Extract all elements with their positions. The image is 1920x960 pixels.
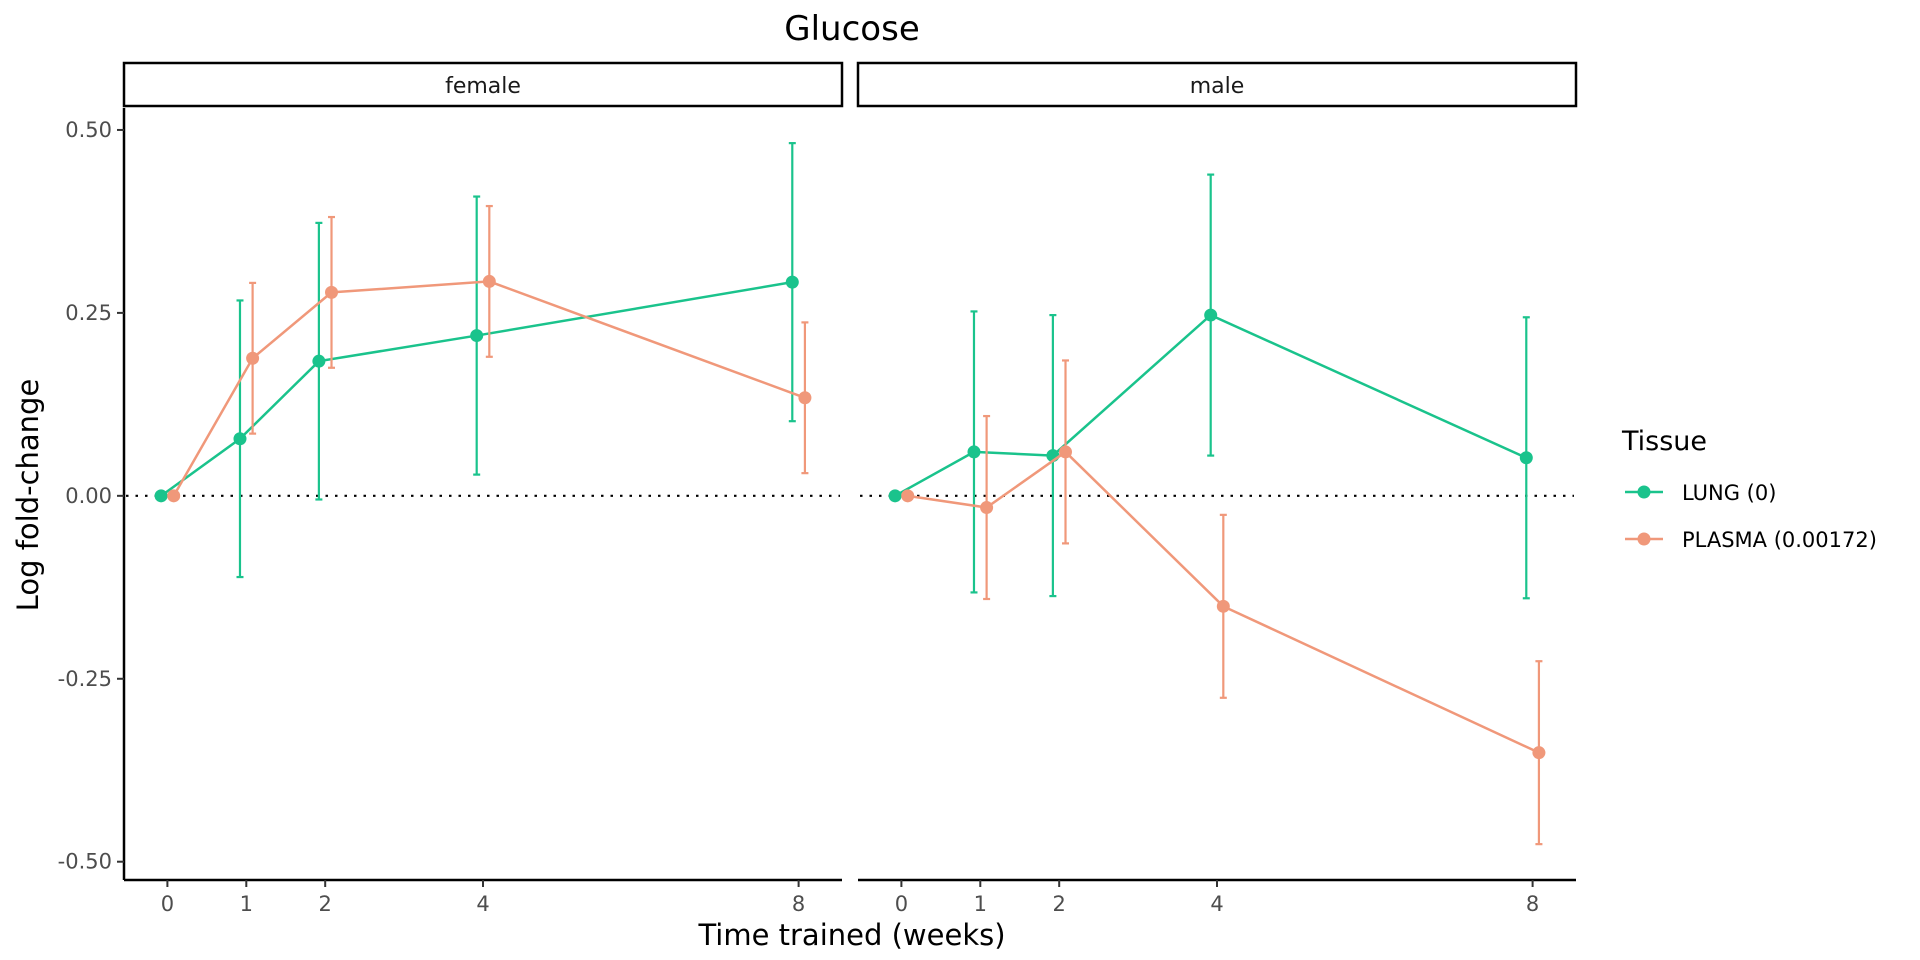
- series-lung: [154, 142, 799, 579]
- x-tick-label: 1: [240, 892, 253, 916]
- data-point: [967, 445, 981, 459]
- facet-strip: [856, 61, 1578, 108]
- legend-entry-label: PLASMA (0.00172): [1682, 528, 1877, 552]
- legend-entry-label: LUNG (0): [1682, 481, 1776, 505]
- x-tick-label: 8: [1526, 892, 1539, 916]
- legend-key-point: [1637, 532, 1651, 546]
- series-lung: [888, 173, 1533, 600]
- y-tick-label: -0.25: [58, 667, 112, 691]
- data-point: [167, 489, 181, 503]
- data-point: [798, 391, 812, 405]
- facet-strip-label: male: [1190, 74, 1245, 99]
- facet-strip-label: female: [445, 74, 521, 99]
- data-point: [1204, 308, 1218, 322]
- data-point: [1059, 445, 1073, 459]
- legend-title: Tissue: [1621, 426, 1707, 457]
- data-point: [980, 501, 994, 515]
- x-tick-label: 4: [1210, 892, 1223, 916]
- series-plasma: [167, 204, 812, 503]
- y-axis-title: Log fold-change: [11, 379, 45, 612]
- data-point: [325, 285, 339, 299]
- x-tick-label: 4: [476, 892, 489, 916]
- legend: Tissue LUNG (0) PLASMA (0.00172): [1621, 426, 1877, 552]
- x-tick-label: 0: [161, 892, 174, 916]
- y-tick-label: -0.50: [58, 850, 112, 874]
- x-tick-label: 0: [895, 892, 908, 916]
- y-tick-label: 0.50: [65, 118, 112, 142]
- x-axis-title: Time trained (weeks): [697, 918, 1005, 952]
- data-point: [470, 329, 484, 343]
- data-point: [233, 432, 247, 446]
- x-tick-label: 1: [974, 892, 987, 916]
- legend-entry-lung: LUNG (0): [1625, 481, 1776, 505]
- data-point: [154, 489, 168, 503]
- facet-panels: female 0.50 0.25 0.00 -0.25 -0.50 0 1 2 4 8 male 0 1 2…: [58, 61, 1578, 916]
- legend-entry-plasma: PLASMA (0.00172): [1625, 528, 1877, 552]
- facet-panel-female: female 0.50 0.25 0.00 -0.25 -0.50 0 1 2 4 8: [58, 61, 844, 916]
- data-point: [1216, 599, 1230, 613]
- chart-title: Glucose: [784, 9, 919, 49]
- legend-key-point: [1637, 485, 1651, 499]
- data-point: [1519, 451, 1533, 465]
- data-point: [888, 489, 902, 503]
- data-point: [901, 489, 915, 503]
- x-tick-label: 2: [319, 892, 332, 916]
- x-tick-label: 2: [1053, 892, 1066, 916]
- data-point: [246, 351, 260, 365]
- data-point: [1532, 746, 1546, 760]
- y-tick-label: 0.00: [65, 484, 112, 508]
- series-plasma: [901, 359, 1546, 846]
- x-tick-label: 8: [792, 892, 805, 916]
- facet-panel-male: male 0 1 2 4 8: [856, 61, 1578, 916]
- data-point: [785, 275, 799, 289]
- data-point: [482, 274, 496, 288]
- data-point: [312, 354, 326, 368]
- y-tick-label: 0.25: [65, 301, 112, 325]
- facet-strip: [122, 61, 844, 108]
